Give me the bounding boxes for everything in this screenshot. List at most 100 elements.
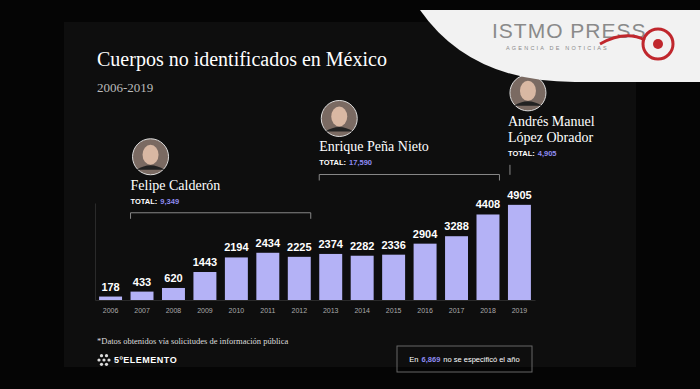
logo-dot [105, 363, 108, 366]
tick-label: 2019 [512, 307, 528, 314]
bar [193, 272, 216, 300]
bar [162, 288, 185, 300]
tick: 2007 [134, 300, 150, 314]
data-label: 4905 [507, 189, 531, 201]
total-value: 17,590 [349, 158, 372, 167]
tick: 2008 [166, 300, 182, 314]
note-part: no se especificó el año [443, 355, 519, 364]
tick: 2019 [512, 300, 528, 314]
president-name: Felipe Calderón [131, 178, 221, 193]
tick-label: 2010 [229, 307, 245, 314]
portrait-suit [325, 127, 353, 132]
title: Cuerpos no identificados en México [97, 48, 387, 71]
data-label: 1443 [193, 256, 217, 268]
data-label: 620 [164, 272, 182, 284]
bracket [509, 165, 510, 175]
bar [382, 255, 405, 300]
data-label: 2225 [287, 241, 311, 253]
source-logo [97, 354, 110, 366]
tick: 2017 [449, 300, 465, 314]
bar [225, 257, 248, 300]
tick: 2013 [323, 300, 339, 314]
tick: 2016 [417, 300, 433, 314]
data-label: 433 [133, 276, 151, 288]
tick: 2015 [386, 300, 402, 314]
total-value: 9,349 [160, 197, 179, 206]
annotations: TOTAL:9,349Felipe CalderónTOTAL:17,590En… [131, 75, 595, 219]
portrait-face [143, 145, 159, 165]
tick: 2014 [354, 300, 370, 314]
data-label: 2904 [413, 228, 438, 240]
logo-dot [102, 358, 105, 361]
logo-dot [105, 354, 108, 357]
chart-root: Cuerpos no identificados en México2006-2… [0, 0, 700, 389]
tick: 2018 [480, 300, 496, 314]
branding: ISTMO PRESS AGENCIA DE NOTICIAS [420, 10, 700, 82]
tick: 2010 [229, 300, 245, 314]
tick: 2011 [260, 300, 275, 314]
total: TOTAL:4,905 [508, 149, 557, 158]
logo-dot [653, 39, 663, 49]
portrait-face [331, 106, 347, 126]
bar [131, 292, 154, 300]
tick-label: 2007 [134, 307, 150, 314]
brand-name: ISTMO PRESS [492, 19, 647, 42]
total-label: TOTAL: [319, 158, 346, 167]
total: TOTAL:17,590 [319, 158, 372, 167]
portrait-face [520, 81, 536, 101]
data-label: 4408 [476, 198, 500, 210]
bar [288, 257, 311, 300]
total: TOTAL:9,349 [131, 197, 180, 206]
bar [256, 253, 279, 300]
tick-label: 2011 [260, 307, 275, 314]
x-axis: 2006200720082009201020112012201320142015… [96, 300, 536, 314]
portrait-suit [137, 165, 165, 170]
logo-dot [97, 358, 100, 361]
tick-label: 2009 [197, 307, 213, 314]
logo-shape [420, 10, 700, 82]
tick-label: 2014 [354, 307, 370, 314]
brand-tagline: AGENCIA DE NOTICIAS [506, 45, 609, 51]
bracket [131, 213, 311, 219]
data-label: 2282 [350, 240, 374, 252]
tick-label: 2013 [323, 307, 339, 314]
data-labels: 1784336201443219424342225237422822336290… [101, 189, 531, 293]
logo-swoosh [600, 36, 645, 44]
bars [99, 205, 531, 300]
president-name: López Obrador [508, 130, 593, 145]
data-label: 2434 [256, 237, 281, 249]
note-part: 6,869 [422, 355, 441, 364]
portrait [510, 75, 546, 111]
data-label: 178 [101, 281, 119, 293]
logo-dot [107, 358, 110, 361]
portrait [321, 100, 357, 136]
term-annotation: TOTAL:9,349 Felipe Calderón [131, 139, 311, 219]
data-label: 3288 [444, 220, 468, 232]
total-label: TOTAL: [131, 197, 158, 206]
tick-label: 2008 [166, 307, 182, 314]
tick-label: 2018 [480, 307, 496, 314]
portrait [133, 139, 169, 175]
bar [351, 256, 374, 300]
source: 5ºELEMENTO [114, 355, 177, 365]
tick-label: 2017 [449, 307, 465, 314]
background [0, 0, 700, 389]
bar [445, 236, 468, 300]
data-label: 2336 [381, 239, 405, 251]
note: En6,869no se especificó el año [409, 355, 519, 364]
tick-label: 2015 [386, 307, 402, 314]
bar [99, 297, 122, 300]
data-label: 2374 [318, 238, 343, 250]
tick: 2009 [197, 300, 213, 314]
total-value: 4,905 [538, 149, 557, 158]
tick-label: 2006 [103, 307, 119, 314]
axis-line [96, 300, 536, 301]
total-label: TOTAL: [508, 149, 535, 158]
tick: 2006 [103, 300, 119, 314]
logo-dot [100, 354, 103, 357]
tick-label: 2016 [417, 307, 433, 314]
footnote: *Datos obtenidos vía solicitudes de info… [97, 336, 288, 346]
logo-ring [643, 29, 673, 59]
y-axis [95, 204, 96, 301]
bracket [319, 174, 499, 180]
